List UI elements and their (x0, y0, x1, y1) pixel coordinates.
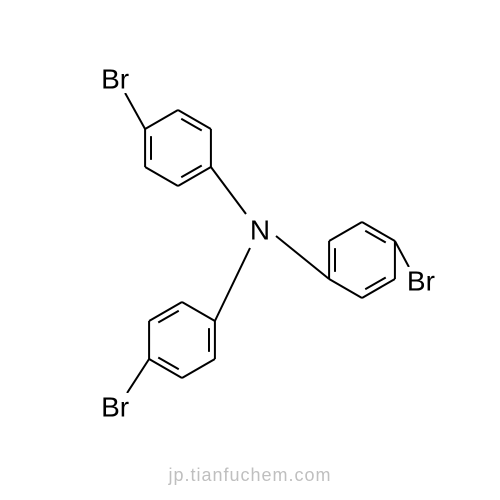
svg-text:Br: Br (101, 64, 129, 95)
svg-text:Br: Br (101, 392, 129, 423)
svg-text:N: N (250, 215, 270, 246)
molecule-diagram: N Br Br Br (0, 0, 500, 500)
watermark-text: jp.tianfuchem.com (0, 465, 500, 486)
svg-text:Br: Br (407, 266, 435, 297)
